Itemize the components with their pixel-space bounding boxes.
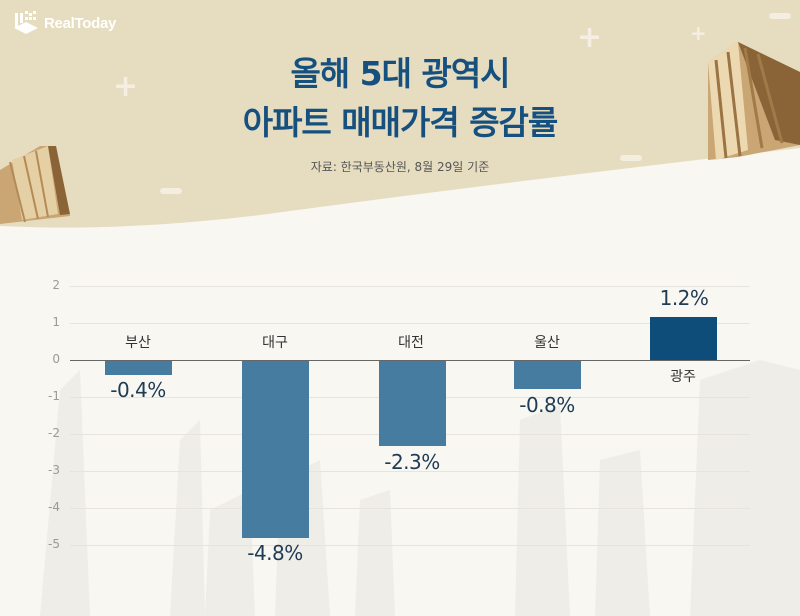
source-note: 자료: 한국부동산원, 8월 29일 기준 — [310, 160, 490, 174]
category-label: 부산 — [125, 335, 151, 351]
y-tick: 1 — [52, 315, 60, 329]
y-tick: -1 — [48, 389, 60, 403]
gridline — [70, 545, 750, 546]
gridline — [70, 323, 750, 324]
y-tick: -5 — [48, 537, 60, 551]
value-label: -2.3% — [384, 450, 440, 474]
value-label: -4.8% — [247, 541, 303, 565]
building-left-illustration — [0, 146, 70, 224]
y-tick: 0 — [52, 352, 60, 366]
page-title-line1: 올해 5대 광역시 — [290, 54, 510, 93]
brand-name: RealToday — [44, 14, 117, 32]
building-right-illustration — [708, 42, 800, 160]
bar-ulsan — [514, 360, 581, 389]
value-label: 1.2% — [659, 286, 709, 310]
bar-busan — [105, 360, 172, 375]
y-tick: 2 — [52, 278, 60, 292]
dash-decoration-icon — [620, 155, 642, 161]
y-tick: -4 — [48, 500, 60, 514]
bar-gwangju — [650, 317, 717, 360]
category-label: 광주 — [670, 369, 696, 385]
category-label: 울산 — [534, 335, 560, 351]
dash-decoration-icon — [160, 188, 182, 194]
bar-daejeon — [379, 360, 446, 446]
gridline — [70, 508, 750, 509]
y-tick: -2 — [48, 426, 60, 440]
value-label: -0.4% — [110, 378, 166, 402]
dash-decoration-icon — [769, 13, 791, 19]
category-label: 대구 — [262, 335, 288, 351]
category-label: 대전 — [398, 335, 424, 351]
city-background-illustration — [40, 360, 800, 616]
y-tick: -3 — [48, 463, 60, 477]
header-background — [0, 0, 800, 228]
cube-logo-icon — [14, 11, 38, 34]
plus-decoration-icon: + — [577, 20, 603, 55]
gridline — [70, 471, 750, 472]
plus-decoration-icon: + — [690, 21, 707, 45]
bar-daegu — [242, 360, 309, 538]
brand-logo: RealToday — [12, 8, 116, 38]
value-label: -0.8% — [519, 393, 575, 417]
gridline — [70, 286, 750, 287]
page-title-line2: 아파트 매매가격 증감률 — [242, 103, 559, 142]
zero-baseline — [70, 360, 750, 361]
plus-decoration-icon: + — [113, 69, 139, 104]
